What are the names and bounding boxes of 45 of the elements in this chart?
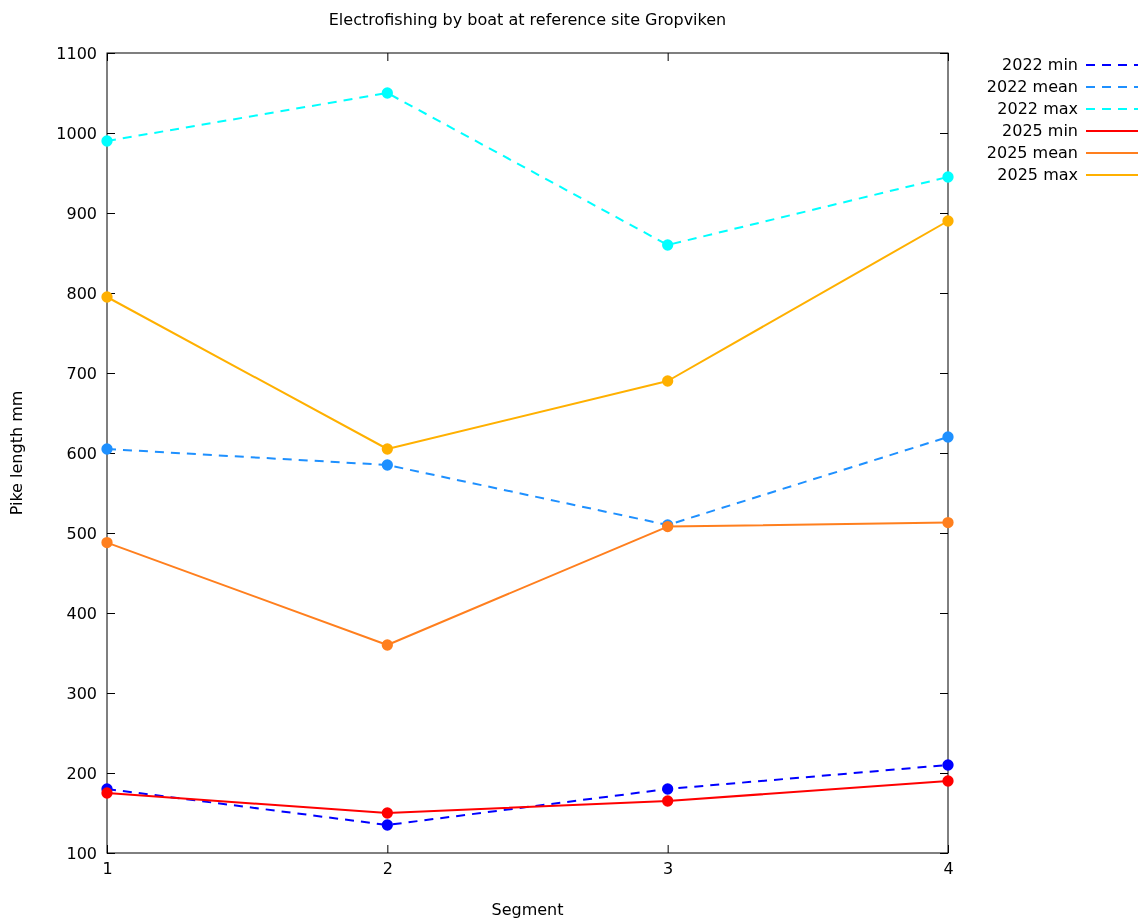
point xyxy=(381,87,393,99)
y-tick-label: 1100 xyxy=(56,43,97,63)
y-tick-label: 600 xyxy=(66,443,97,463)
x-tick-label: 1 xyxy=(102,859,113,879)
y-tick-label: 400 xyxy=(66,603,97,623)
point xyxy=(662,375,674,387)
y-tick-label: 100 xyxy=(66,843,97,863)
x-axis-title: Segment xyxy=(491,900,564,919)
point xyxy=(101,291,113,303)
legend-label: 2022 min xyxy=(1002,55,1078,74)
point xyxy=(101,787,113,799)
point xyxy=(381,459,393,471)
legend-label: 2025 mean xyxy=(986,143,1078,162)
point xyxy=(101,536,113,549)
y-tick-label: 900 xyxy=(66,203,97,223)
x-tick-label: 2 xyxy=(382,859,393,879)
point xyxy=(381,639,393,651)
y-axis-title: Pike length mm xyxy=(7,390,26,516)
legend-label: 2022 mean xyxy=(986,77,1078,96)
chart-title: Electrofishing by boat at reference site Gropviken xyxy=(328,10,727,29)
legend-label: 2025 min xyxy=(1002,121,1078,140)
point xyxy=(942,215,954,227)
y-tick-label: 1000 xyxy=(56,123,97,143)
x-tick-label: 4 xyxy=(943,859,954,879)
point xyxy=(942,516,954,529)
point xyxy=(101,443,113,455)
y-tick-label: 200 xyxy=(66,763,97,783)
point xyxy=(662,795,674,807)
point xyxy=(942,431,954,443)
point xyxy=(101,135,113,147)
y-tick-label: 700 xyxy=(66,363,97,383)
point xyxy=(381,443,393,455)
point xyxy=(381,807,393,819)
legend-label: 2025 max xyxy=(997,165,1078,184)
point xyxy=(662,783,674,795)
x-tick-label: 3 xyxy=(663,859,674,879)
point xyxy=(662,239,674,251)
legend-label: 2022 max xyxy=(997,99,1078,118)
point xyxy=(942,775,954,787)
y-tick-label: 500 xyxy=(66,523,97,543)
point xyxy=(942,171,954,183)
y-tick-label: 800 xyxy=(66,283,97,303)
y-tick-label: 300 xyxy=(66,683,97,703)
point xyxy=(381,819,393,831)
point xyxy=(942,759,954,771)
